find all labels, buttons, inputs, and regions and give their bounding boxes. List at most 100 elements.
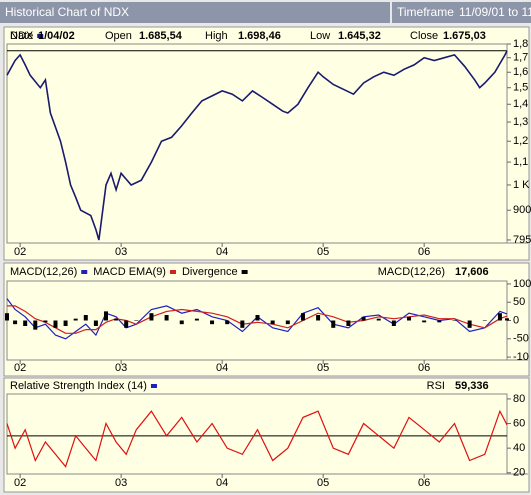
- y-tick-label: 1,6: [513, 66, 528, 78]
- x-tick-label: 05: [317, 246, 329, 258]
- legend-label: NDX: [10, 30, 34, 42]
- divergence-bar: [73, 318, 78, 321]
- divergence-bar: [83, 315, 88, 321]
- info-label: Close: [410, 30, 438, 42]
- info-value: 1.675,03: [443, 30, 486, 42]
- panel: [3, 262, 530, 377]
- y-tick-label: 1,7: [513, 52, 528, 64]
- divergence-bar: [452, 320, 457, 321]
- legend-swatch: [37, 34, 44, 38]
- legend-label: MACD EMA(9): [93, 266, 166, 278]
- divergence-bar: [361, 316, 366, 321]
- divergence-bar: [467, 320, 472, 328]
- info-value: 1.698,46: [238, 30, 281, 42]
- y-tick-label: 20: [513, 467, 525, 479]
- y-tick-label: 795: [513, 234, 531, 246]
- y-tick-label: 60: [513, 417, 525, 429]
- title: Historical Chart of NDX: [5, 5, 129, 19]
- y-tick-label: 100: [513, 278, 531, 290]
- divergence-bar: [5, 313, 9, 321]
- divergence-bar: [255, 315, 260, 321]
- title-bar: [0, 2, 390, 23]
- y-tick-label: 900: [513, 204, 531, 216]
- x-tick-label: 03: [115, 246, 127, 258]
- divergence-bar: [179, 320, 184, 325]
- legend-label: Divergence: [182, 266, 238, 278]
- timeframe-bar: [392, 2, 531, 23]
- x-tick-label: 02: [14, 362, 26, 374]
- readout-value: 59,336: [455, 380, 489, 392]
- readout-label: RSI: [427, 380, 445, 392]
- x-tick-label: 06: [418, 477, 430, 489]
- divergence-bar: [103, 311, 108, 321]
- x-tick-label: 02: [14, 477, 26, 489]
- y-tick-label: 40: [513, 442, 525, 454]
- divergence-bar: [316, 315, 321, 321]
- legend-label: Relative Strength Index (14): [10, 380, 147, 392]
- divergence-bar: [482, 320, 487, 321]
- y-tick-label: -10: [513, 351, 529, 363]
- x-axis-strip: [5, 361, 528, 375]
- divergence-bar: [300, 313, 305, 321]
- y-tick-label: 1,3: [513, 116, 528, 128]
- divergence-bar: [93, 320, 98, 326]
- readout-label: MACD(12,26): [378, 266, 445, 278]
- divergence-bar: [331, 320, 336, 328]
- info-label: Date: [10, 30, 33, 42]
- y-tick-label: 1,1: [513, 156, 528, 168]
- divergence-bar: [63, 320, 68, 326]
- panel: [3, 26, 530, 261]
- divergence-bar: [285, 320, 290, 325]
- divergence-bar: [210, 320, 215, 325]
- divergence-bar: [437, 320, 442, 323]
- series-line: [7, 305, 508, 334]
- divergence-bar: [225, 320, 230, 325]
- x-axis-strip: [5, 244, 528, 259]
- legend-label: MACD(12,26): [10, 266, 77, 278]
- x-tick-label: 06: [418, 246, 430, 258]
- divergence-bar: [391, 320, 396, 326]
- divergence-bar: [13, 320, 18, 325]
- series-line: [6, 50, 508, 241]
- y-tick-label: 1,8: [513, 38, 528, 50]
- x-tick-label: 06: [418, 362, 430, 374]
- divergence-bar: [149, 313, 154, 321]
- info-label: Low: [310, 30, 330, 42]
- info-label: Open: [105, 30, 132, 42]
- divergence-bar: [114, 318, 119, 321]
- divergence-bar: [53, 320, 58, 328]
- divergence-bar: [240, 320, 245, 328]
- x-tick-label: 05: [317, 477, 329, 489]
- x-axis-strip: [5, 475, 528, 491]
- y-tick-label: 80: [513, 393, 525, 405]
- divergence-bar: [376, 318, 381, 321]
- divergence-bar: [124, 320, 129, 328]
- x-tick-label: 04: [216, 477, 228, 489]
- y-tick-label: 1,5: [513, 82, 528, 94]
- divergence-bar: [497, 313, 502, 321]
- divergence-bar: [164, 315, 169, 321]
- x-tick-label: 02: [14, 246, 26, 258]
- series-line: [6, 409, 508, 468]
- y-tick-label: 1 K: [513, 179, 530, 191]
- y-tick-label: 50: [513, 296, 525, 308]
- divergence-bar: [33, 320, 38, 330]
- timeframe-value: 11/09/01 to 11: [459, 5, 531, 19]
- divergence-bar: [407, 316, 412, 321]
- divergence-bar: [270, 320, 275, 325]
- info-value: 1.645,32: [338, 30, 381, 42]
- divergence-bar: [194, 318, 199, 321]
- divergence-bar: [23, 320, 28, 326]
- readout-value: 17,606: [455, 266, 489, 278]
- x-tick-label: 03: [115, 477, 127, 489]
- y-tick-label: 1,4: [513, 98, 528, 110]
- divergence-bar: [422, 320, 427, 323]
- info-label: High: [205, 30, 228, 42]
- legend-swatch: [169, 270, 176, 274]
- legend-swatch: [150, 384, 157, 388]
- x-tick-label: 04: [216, 246, 228, 258]
- timeframe-label: Timeframe: [397, 5, 454, 19]
- panel: [3, 377, 530, 493]
- y-tick-label: 0: [513, 314, 519, 326]
